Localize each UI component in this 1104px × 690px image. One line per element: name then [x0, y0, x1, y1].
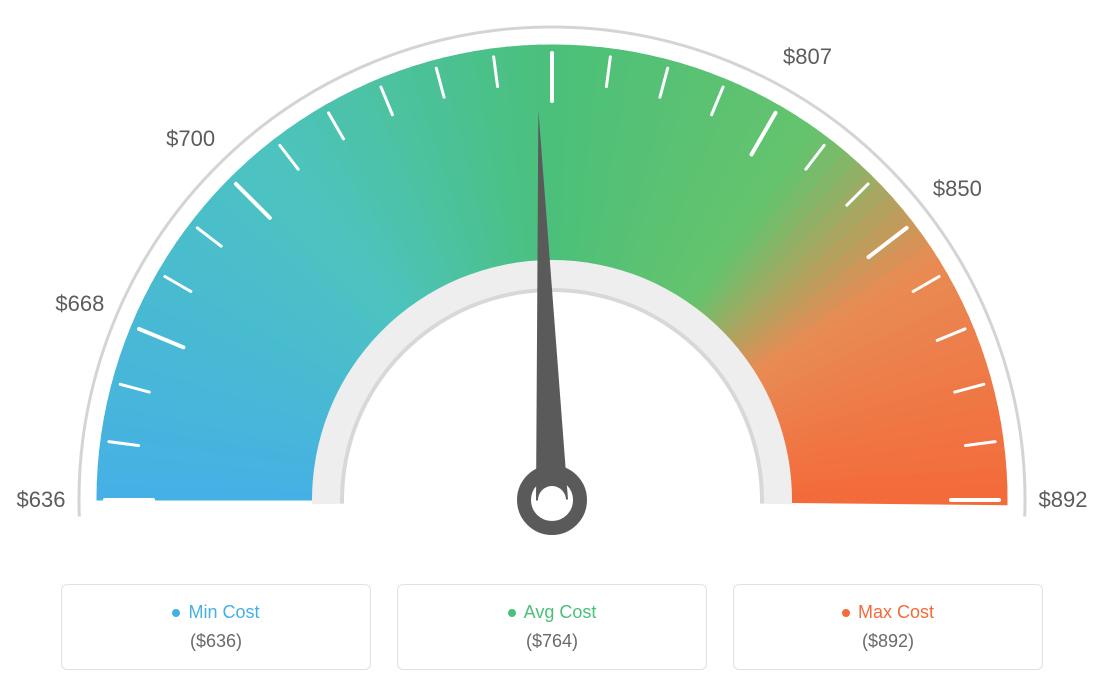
legend-avg-title: Avg Cost [508, 602, 597, 623]
legend-max-value: ($892) [862, 631, 914, 652]
legend-max-dot [842, 609, 850, 617]
gauge-area: $636 $668 $700 $764 $807 $850 $892 [0, 0, 1104, 560]
legend-min-value: ($636) [190, 631, 242, 652]
gauge-svg [0, 0, 1104, 560]
legend-avg-value: ($764) [526, 631, 578, 652]
legend-min-label: Min Cost [188, 602, 259, 623]
gauge-tick-label: $700 [166, 126, 215, 152]
gauge-tick-label: $764 [528, 0, 577, 2]
legend-min: Min Cost ($636) [61, 584, 371, 670]
legend-max: Max Cost ($892) [733, 584, 1043, 670]
legend-max-title: Max Cost [842, 602, 934, 623]
gauge-tick-label: $850 [933, 176, 982, 202]
legend-avg-label: Avg Cost [524, 602, 597, 623]
gauge-tick-label: $636 [17, 487, 66, 513]
gauge-tick-label: $668 [55, 291, 104, 317]
gauge-tick-label: $807 [783, 44, 832, 70]
legend-row: Min Cost ($636) Avg Cost ($764) Max Cost… [0, 584, 1104, 670]
gauge-tick-label: $892 [1039, 487, 1088, 513]
legend-max-label: Max Cost [858, 602, 934, 623]
legend-min-dot [172, 609, 180, 617]
legend-avg-dot [508, 609, 516, 617]
legend-avg: Avg Cost ($764) [397, 584, 707, 670]
cost-gauge-chart: $636 $668 $700 $764 $807 $850 $892 Min Cost ($… [0, 0, 1104, 690]
legend-min-title: Min Cost [172, 602, 259, 623]
